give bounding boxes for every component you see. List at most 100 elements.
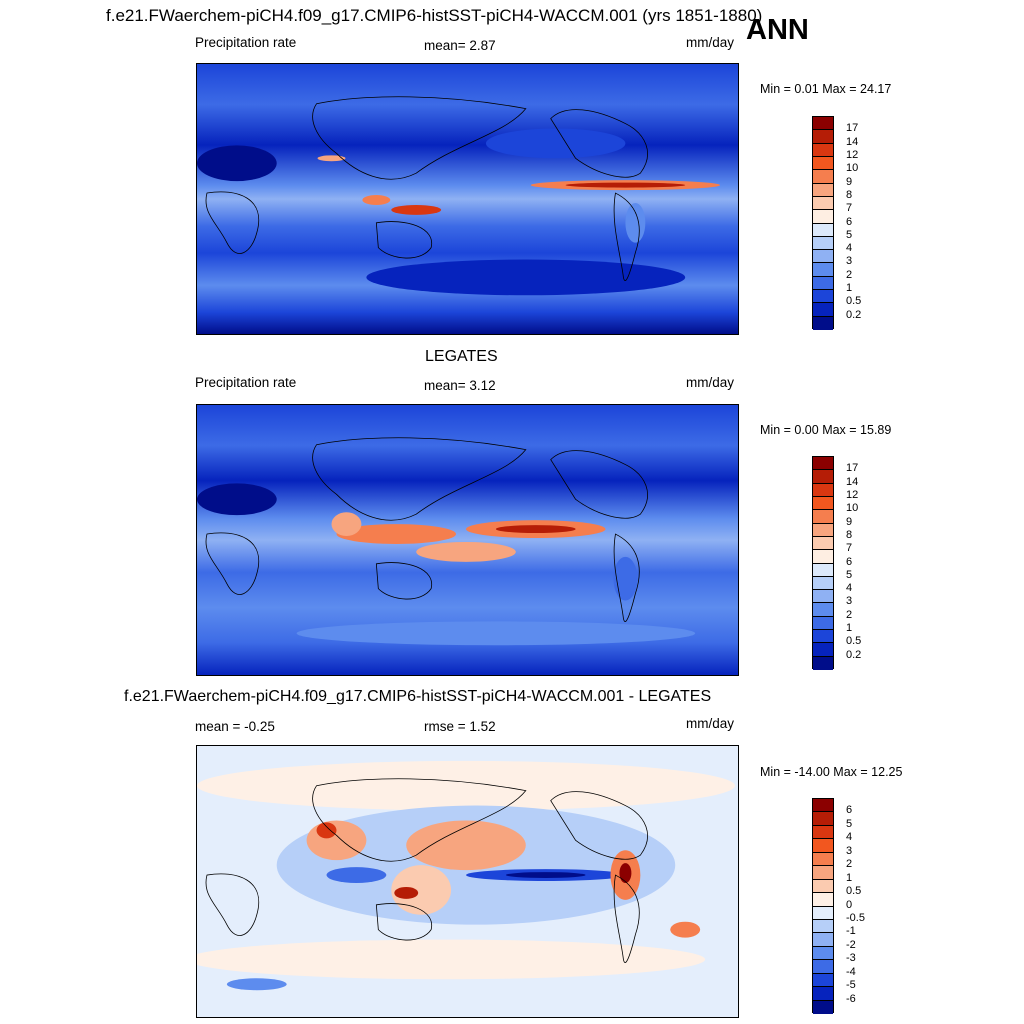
colorbar-swatch bbox=[813, 196, 833, 211]
colorbar-tick-label: 1 bbox=[846, 282, 853, 295]
panel-obs-map bbox=[196, 404, 739, 676]
colorbar-tick-label: 5 bbox=[846, 817, 853, 830]
colorbar-tick-label: 4 bbox=[846, 582, 853, 595]
colorbar-tick-label: 12 bbox=[846, 488, 859, 501]
panel-obs-units: mm/day bbox=[686, 375, 735, 390]
panel-model-variable: Precipitation rate bbox=[195, 35, 297, 50]
colorbar-tick-label: 4 bbox=[846, 242, 853, 255]
colorbar-swatch bbox=[813, 656, 833, 670]
colorbar-tick-label: 1 bbox=[846, 871, 853, 884]
colorbar-tick-label: -5 bbox=[846, 979, 856, 992]
colorbar-swatch bbox=[813, 590, 833, 604]
colorbar-tick-label: 4 bbox=[846, 831, 853, 844]
colorbar-swatch bbox=[813, 893, 833, 907]
colorbar-tick-label: 17 bbox=[846, 122, 859, 135]
colorbar-swatch bbox=[813, 523, 833, 537]
colorbar-tick-label: 0.2 bbox=[846, 648, 862, 661]
colorbar-swatch bbox=[813, 536, 833, 551]
colorbar-swatch bbox=[813, 973, 833, 988]
panel-model-minmax: Min = 0.01 Max = 24.17 bbox=[760, 82, 892, 96]
colorbar-swatch bbox=[813, 919, 833, 934]
colorbar-swatch bbox=[813, 866, 833, 880]
panel-diff-colorbar bbox=[812, 798, 834, 1014]
colorbar-swatch bbox=[813, 250, 833, 264]
panel-diff-units: mm/day bbox=[686, 716, 735, 731]
panel-obs-colorbar bbox=[812, 456, 834, 670]
panel-diff-mean: mean = -0.25 bbox=[195, 719, 275, 734]
colorbar-swatch bbox=[813, 170, 833, 184]
colorbar-swatch bbox=[813, 496, 833, 511]
colorbar-tick-label: -6 bbox=[846, 992, 856, 1005]
colorbar-tick-label: 10 bbox=[846, 502, 859, 515]
colorbar-swatch bbox=[813, 236, 833, 251]
colorbar-tick-label: 3 bbox=[846, 844, 853, 857]
colorbar-tick-label: 0.2 bbox=[846, 308, 862, 321]
colorbar-swatch bbox=[813, 643, 833, 657]
colorbar-tick-label: 0.5 bbox=[846, 635, 862, 648]
colorbar-tick-label: -1 bbox=[846, 925, 856, 938]
colorbar-swatch bbox=[813, 987, 833, 1001]
panel-model-map bbox=[196, 63, 739, 335]
colorbar-tick-label: 6 bbox=[846, 804, 853, 817]
colorbar-swatch bbox=[813, 603, 833, 617]
colorbar-tick-label: 6 bbox=[846, 215, 853, 228]
colorbar-tick-label: 2 bbox=[846, 268, 853, 281]
colorbar-swatch bbox=[813, 510, 833, 524]
colorbar-swatch bbox=[813, 616, 833, 631]
colorbar-swatch bbox=[813, 210, 833, 224]
colorbar-swatch bbox=[813, 879, 833, 894]
panel-obs-minmax: Min = 0.00 Max = 15.89 bbox=[760, 423, 892, 437]
colorbar-tick-label: 0.5 bbox=[846, 295, 862, 308]
colorbar-swatch bbox=[813, 839, 833, 853]
figure-title: f.e21.FWaerchem-piCH4.f09_g17.CMIP6-hist… bbox=[106, 6, 763, 25]
panel-model-colorbar bbox=[812, 116, 834, 330]
colorbar-tick-label: 9 bbox=[846, 175, 853, 188]
colorbar-swatch bbox=[813, 812, 833, 826]
colorbar-tick-label: 17 bbox=[846, 462, 859, 475]
colorbar-swatch bbox=[813, 470, 833, 484]
colorbar-tick-label: 14 bbox=[846, 135, 859, 148]
colorbar-swatch bbox=[813, 799, 833, 813]
season-label: ANN bbox=[746, 14, 809, 46]
colorbar-swatch bbox=[813, 290, 833, 304]
colorbar-swatch bbox=[813, 630, 833, 644]
colorbar-tick-label: 3 bbox=[846, 255, 853, 268]
colorbar-swatch bbox=[813, 117, 833, 131]
colorbar-swatch bbox=[813, 143, 833, 157]
panel-obs-mean: mean= 3.12 bbox=[424, 378, 496, 393]
colorbar-tick-label: -2 bbox=[846, 938, 856, 951]
colorbar-swatch bbox=[813, 852, 833, 867]
colorbar-swatch bbox=[813, 130, 833, 144]
colorbar-swatch bbox=[813, 1000, 833, 1014]
panel-obs-variable: Precipitation rate bbox=[195, 375, 297, 390]
colorbar-swatch bbox=[813, 825, 833, 840]
colorbar-swatch bbox=[813, 563, 833, 577]
colorbar-tick-label: 5 bbox=[846, 228, 853, 241]
colorbar-swatch bbox=[813, 457, 833, 471]
colorbar-swatch bbox=[813, 933, 833, 947]
panel-diff-rmse: rmse = 1.52 bbox=[424, 719, 496, 734]
colorbar-tick-label: 5 bbox=[846, 568, 853, 581]
colorbar-tick-label: 14 bbox=[846, 475, 859, 488]
colorbar-swatch bbox=[813, 550, 833, 564]
colorbar-swatch bbox=[813, 223, 833, 237]
colorbar-swatch bbox=[813, 156, 833, 171]
panel-diff-map bbox=[196, 745, 739, 1018]
colorbar-swatch bbox=[813, 316, 833, 330]
colorbar-swatch bbox=[813, 906, 833, 920]
colorbar-swatch bbox=[813, 303, 833, 317]
colorbar-tick-label: 0 bbox=[846, 898, 853, 911]
panel-obs-title: LEGATES bbox=[425, 348, 498, 365]
panel-model-units: mm/day bbox=[686, 35, 735, 50]
colorbar-tick-label: 7 bbox=[846, 202, 853, 215]
colorbar-swatch bbox=[813, 263, 833, 277]
colorbar-tick-label: 12 bbox=[846, 148, 859, 161]
colorbar-swatch bbox=[813, 576, 833, 591]
colorbar-swatch bbox=[813, 183, 833, 197]
colorbar-tick-label: 6 bbox=[846, 555, 853, 568]
colorbar-tick-label: -4 bbox=[846, 965, 856, 978]
colorbar-swatch bbox=[813, 946, 833, 961]
colorbar-swatch bbox=[813, 276, 833, 291]
colorbar-swatch bbox=[813, 483, 833, 497]
panel-diff-minmax: Min = -14.00 Max = 12.25 bbox=[760, 765, 903, 779]
